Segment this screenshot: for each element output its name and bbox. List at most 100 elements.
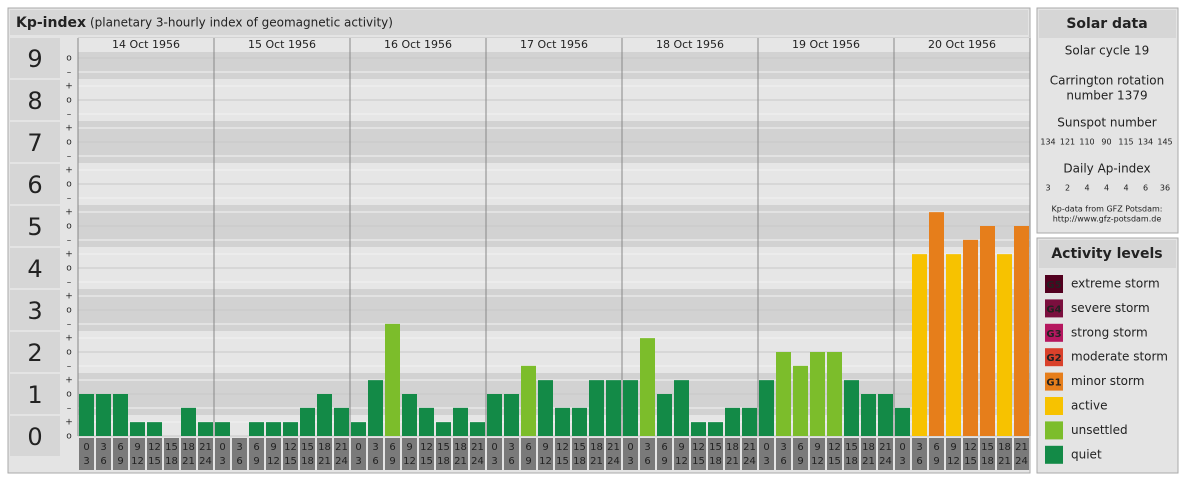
sunspot-value: 90 — [1101, 138, 1111, 147]
hour-end: 21 — [726, 456, 739, 467]
chart-title: Kp-index — [16, 15, 86, 31]
minor-tick-label: o — [66, 264, 72, 274]
hour-end: 18 — [165, 456, 178, 467]
rotation: number 1379 — [1066, 89, 1147, 103]
hour-box — [487, 438, 502, 470]
bar — [351, 422, 366, 436]
hour-start: 9 — [678, 442, 684, 453]
rotation: Carrington rotation — [1050, 74, 1164, 88]
hour-end: 12 — [403, 456, 416, 467]
bar — [436, 422, 451, 436]
minor-tick-label: – — [67, 362, 72, 372]
day-label: 17 Oct 1956 — [520, 38, 588, 51]
minor-tick-label: – — [67, 236, 72, 246]
y-tick-label: 8 — [27, 87, 42, 115]
bar — [980, 226, 995, 436]
hour-box — [266, 438, 281, 470]
hour-box — [351, 438, 366, 470]
hour-end: 12 — [131, 456, 144, 467]
hour-start: 6 — [253, 442, 259, 453]
hour-start: 6 — [933, 442, 939, 453]
legend-label: active — [1071, 399, 1107, 413]
legend-swatch — [1045, 445, 1063, 464]
hour-start: 15 — [165, 442, 178, 453]
bar — [368, 380, 383, 436]
bar — [793, 365, 808, 436]
hour-box — [572, 438, 587, 470]
hour-end: 21 — [862, 456, 875, 467]
hour-start: 18 — [318, 442, 331, 453]
hour-end: 24 — [471, 456, 484, 467]
hour-box — [130, 438, 145, 470]
hour-start: 18 — [182, 442, 195, 453]
date-header — [78, 38, 1030, 52]
bar — [912, 254, 927, 436]
hour-start: 18 — [726, 442, 739, 453]
hour-end: 18 — [573, 456, 586, 467]
hour-start: 12 — [828, 442, 841, 453]
sunspot-value: 110 — [1079, 138, 1094, 147]
bar — [759, 380, 774, 436]
hour-start: 9 — [134, 442, 140, 453]
hour-box — [283, 438, 298, 470]
hour-box — [402, 438, 417, 470]
hour-box — [368, 438, 383, 470]
hour-box — [725, 438, 740, 470]
hour-box — [198, 438, 213, 470]
y-tick-label: 3 — [27, 297, 42, 325]
hour-box — [623, 438, 638, 470]
minor-tick-label: o — [66, 432, 72, 442]
hour-box — [147, 438, 162, 470]
hour-end: 6 — [780, 456, 786, 467]
hour-start: 21 — [471, 442, 484, 453]
bar — [79, 394, 94, 436]
bar — [181, 407, 196, 436]
ap-value: 3 — [1045, 184, 1050, 193]
minor-tick-label: + — [65, 124, 73, 134]
y-label-box — [10, 38, 60, 78]
minor-tick-label: – — [67, 404, 72, 414]
bar — [453, 407, 468, 436]
bar — [385, 323, 400, 436]
hour-box — [317, 438, 332, 470]
hour-end: 3 — [491, 456, 497, 467]
hour-box — [385, 438, 400, 470]
hour-start: 0 — [355, 442, 361, 453]
day-label: 18 Oct 1956 — [656, 38, 724, 51]
hour-start: 9 — [406, 442, 412, 453]
hour-start: 3 — [372, 442, 378, 453]
bar — [997, 254, 1012, 436]
hour-end: 3 — [763, 456, 769, 467]
hour-end: 6 — [100, 456, 106, 467]
bar — [130, 422, 145, 436]
y-label-box — [10, 416, 60, 456]
minor-tick-label: – — [67, 320, 72, 330]
hour-box — [793, 438, 808, 470]
hour-start: 0 — [899, 442, 905, 453]
hour-box — [181, 438, 196, 470]
hour-box — [249, 438, 264, 470]
y-label-box — [10, 122, 60, 162]
hour-end: 9 — [253, 456, 259, 467]
bar — [640, 338, 655, 436]
bar — [895, 407, 910, 436]
minor-tick-label: + — [65, 250, 73, 260]
minor-tick-label: + — [65, 376, 73, 386]
hour-end: 21 — [454, 456, 467, 467]
hour-end: 15 — [420, 456, 433, 467]
legend-badge: G2 — [1046, 353, 1061, 364]
bar — [606, 380, 621, 436]
legend-label: quiet — [1071, 447, 1102, 461]
hour-box — [742, 438, 757, 470]
hour-box — [79, 438, 94, 470]
hour-end: 3 — [219, 456, 225, 467]
hour-end: 18 — [301, 456, 314, 467]
bar — [674, 380, 689, 436]
y-tick-label: 7 — [27, 129, 42, 157]
day-label: 19 Oct 1956 — [792, 38, 860, 51]
hour-box — [504, 438, 519, 470]
hour-end: 24 — [743, 456, 756, 467]
hour-box — [861, 438, 876, 470]
